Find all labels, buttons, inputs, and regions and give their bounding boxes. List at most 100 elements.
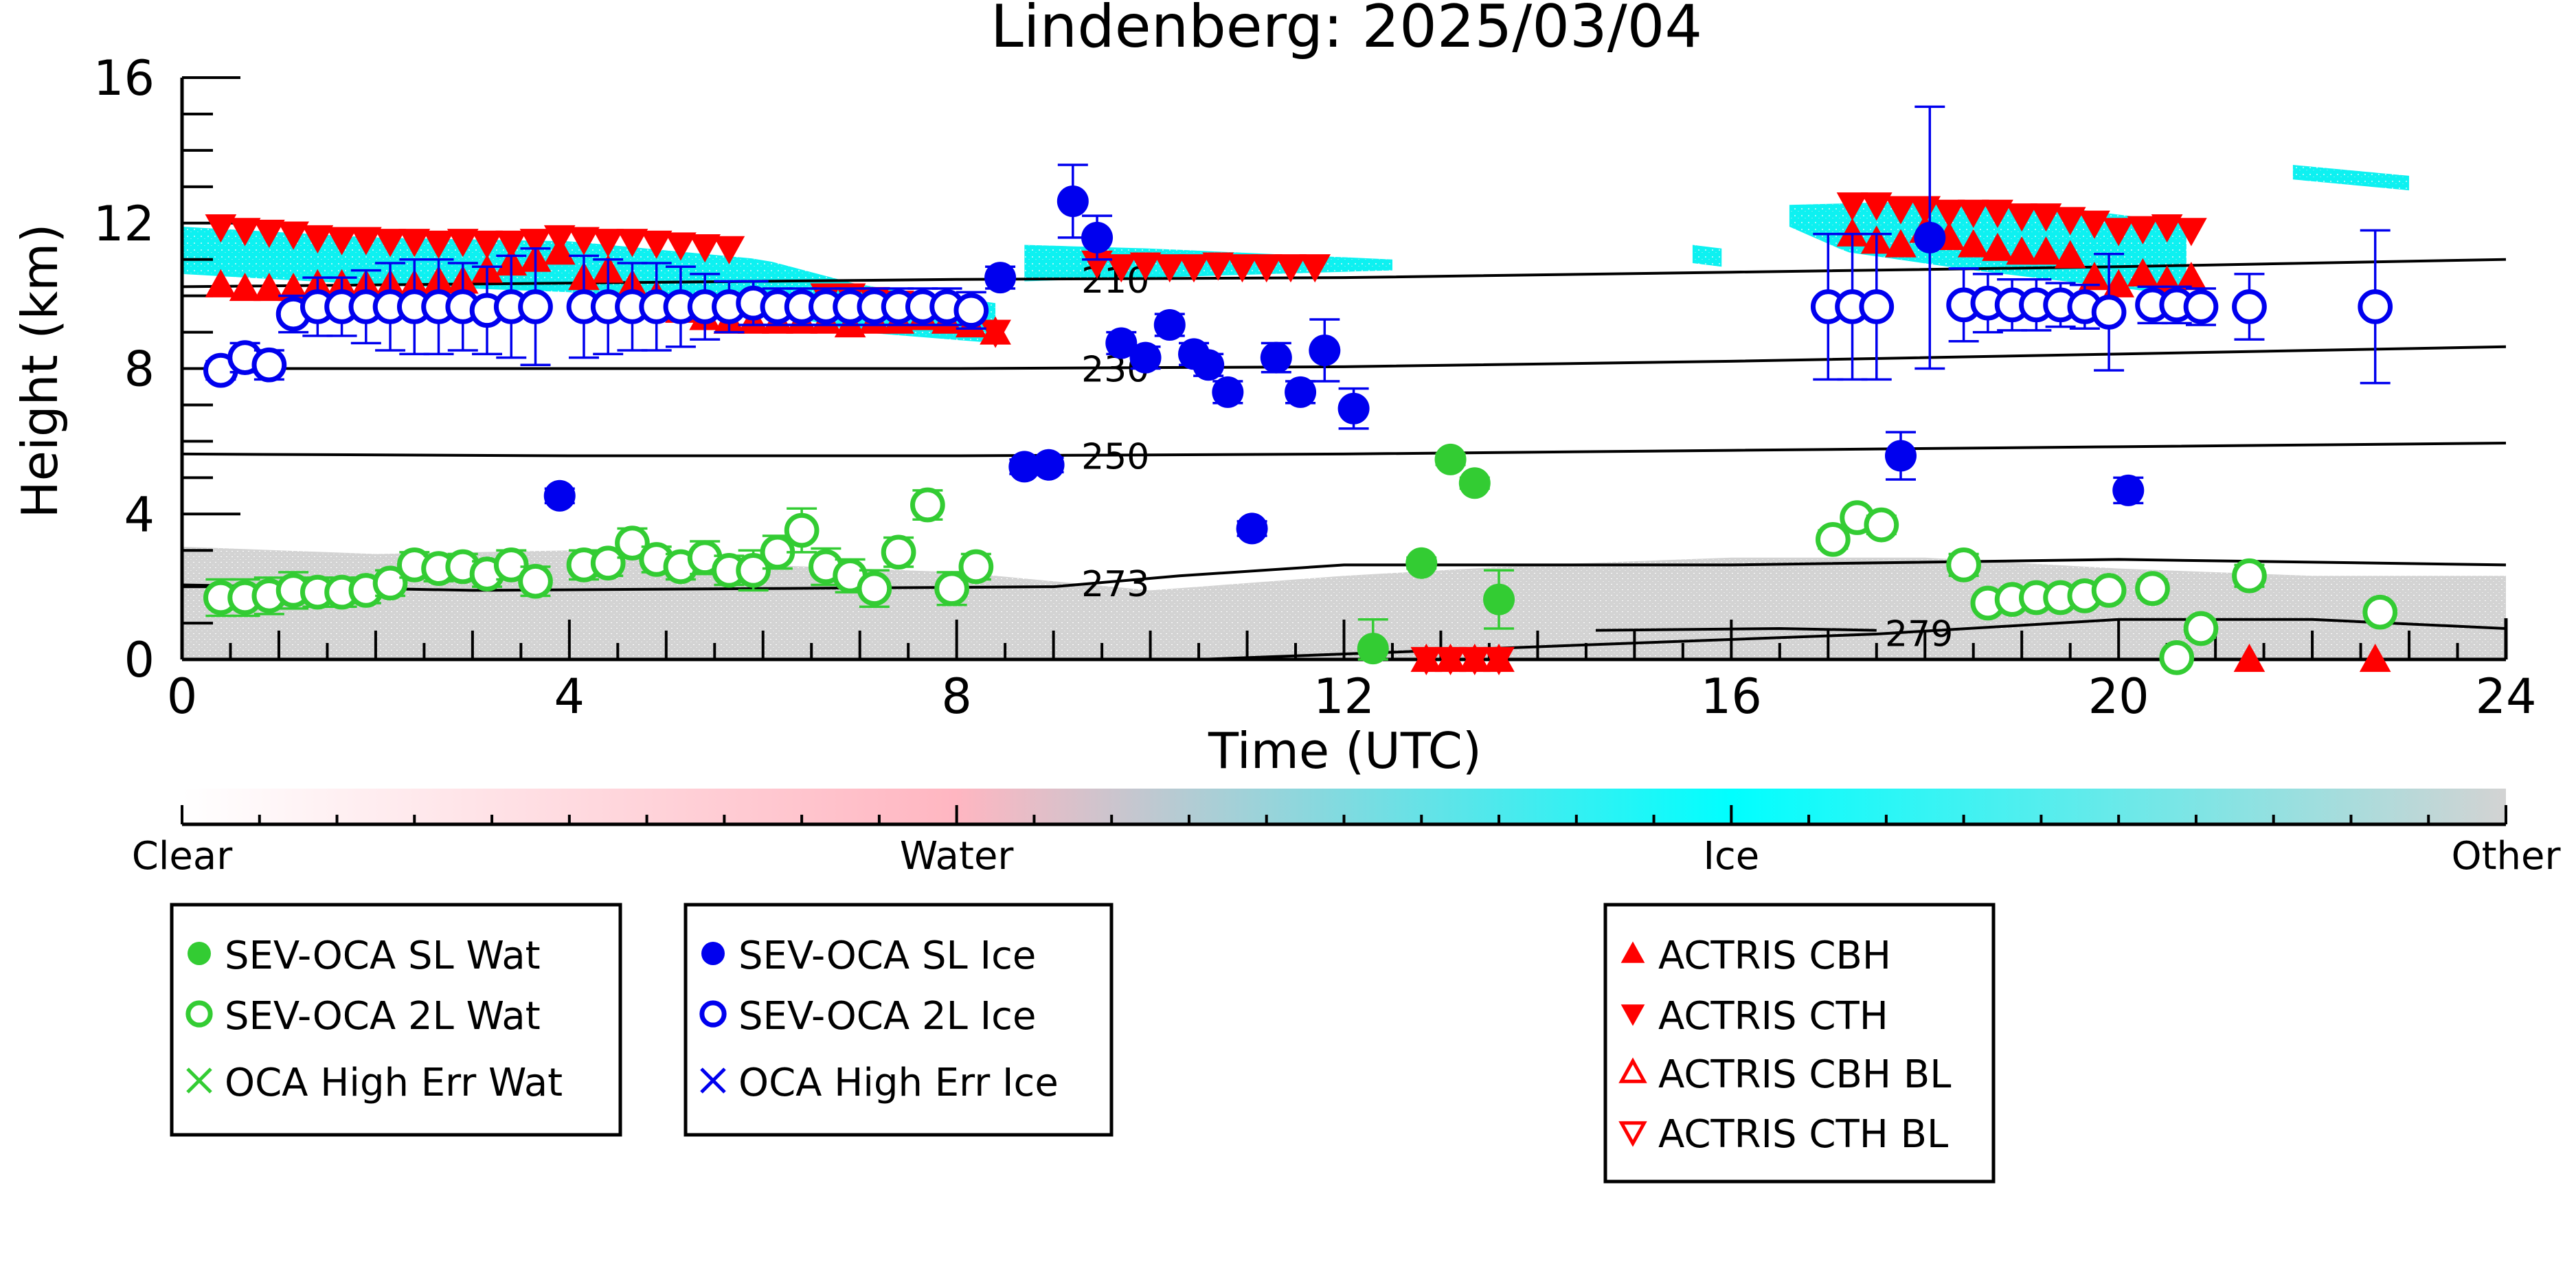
data-point — [1434, 646, 1467, 676]
data-point — [857, 571, 892, 607]
data-point — [2359, 643, 2391, 673]
data-point — [519, 229, 552, 258]
data-point — [1982, 232, 2013, 261]
colorbar-label: Clear — [132, 834, 233, 879]
series-sev-oca-sl-ice — [543, 105, 2145, 545]
y-tick-label: 8 — [124, 341, 155, 398]
data-point — [302, 225, 334, 253]
data-point — [1309, 335, 1341, 367]
data-point — [1236, 512, 1268, 545]
data-point — [447, 229, 479, 258]
legends: SEV-OCA SL Wat SEV-OCA 2L Wat OCA High Err… — [170, 903, 1996, 1184]
data-point — [2232, 558, 2267, 594]
data-point — [1885, 440, 1917, 472]
series-sev-oca-2l-wat — [203, 487, 2398, 675]
data-point — [2079, 210, 2110, 239]
data-point — [326, 227, 358, 256]
legend-marker — [185, 1000, 213, 1028]
x-tick-label: 16 — [1701, 668, 1762, 725]
data-point — [229, 273, 261, 302]
data-point — [2079, 262, 2110, 291]
data-point — [934, 571, 969, 607]
legend-marker — [1620, 1004, 1645, 1026]
data-point — [1410, 646, 1443, 676]
legend-entry: SEV-OCA SL Ice — [738, 934, 1036, 978]
data-point — [1405, 547, 1438, 579]
colorbar-label: Water — [900, 834, 1015, 879]
series-sev-oca-sl-wat — [1357, 443, 1515, 665]
data-point — [592, 229, 624, 258]
data-point — [2030, 236, 2062, 265]
data-point — [1885, 196, 1917, 225]
legend-entry: ACTRIS CTH — [1658, 994, 1888, 1039]
data-point — [2183, 611, 2219, 646]
data-point — [1483, 646, 1515, 676]
axes: 0 4 8 12 16 20 24 0 4 8 12 16 — [93, 50, 2537, 725]
data-point — [1178, 254, 1210, 283]
legend-frame — [1603, 903, 1996, 1184]
data-point — [1212, 376, 1244, 408]
data-point — [2127, 216, 2159, 245]
data-point — [229, 218, 261, 247]
contour-line — [181, 258, 2507, 289]
data-point — [493, 547, 529, 583]
data-point — [2103, 269, 2135, 297]
data-point — [1153, 254, 1186, 283]
data-point — [1193, 349, 1225, 381]
data-point — [2030, 203, 2062, 232]
data-point — [1860, 192, 1893, 221]
legend-marker — [186, 1067, 212, 1094]
series-sev-oca-2l-ice — [203, 229, 2393, 388]
data-point — [616, 229, 648, 258]
legend-entry: ACTRIS CTH BL — [1658, 1112, 1948, 1157]
data-point — [568, 227, 600, 256]
contour-line — [181, 558, 2507, 592]
data-point — [984, 262, 1017, 294]
x-tick-label: 4 — [554, 668, 585, 725]
data-point — [1982, 199, 2013, 228]
legend-entry: ACTRIS CBH BL — [1658, 1052, 1951, 1097]
data-point — [1202, 252, 1234, 281]
data-point — [2091, 573, 2127, 608]
data-point — [251, 347, 287, 383]
legend-frame — [683, 903, 1114, 1137]
y-tick-label: 16 — [93, 50, 155, 106]
legend-marker — [701, 942, 725, 965]
data-point — [1008, 451, 1041, 483]
data-point — [1836, 192, 1868, 221]
data-point — [372, 565, 408, 601]
legend-marker — [188, 942, 211, 965]
data-point — [2159, 640, 2195, 675]
y-tick-label: 4 — [124, 486, 155, 543]
data-point — [2183, 289, 2219, 324]
data-point — [1032, 449, 1065, 481]
legend-box-3: ACTRIS CBH ACTRIS CTH ACTRIS CBH BL ACTRIS … — [1603, 903, 1996, 1184]
data-point — [2006, 203, 2038, 232]
data-point — [205, 214, 237, 243]
data-point — [278, 221, 309, 250]
data-point — [1859, 289, 1895, 324]
legend-entry: SEV-OCA 2L Wat — [225, 994, 541, 1039]
data-point — [2112, 474, 2145, 506]
x-tick-label: 0 — [167, 668, 198, 725]
legend-entry: SEV-OCA SL Wat — [225, 934, 541, 978]
data-point — [2054, 207, 2086, 236]
data-point — [1434, 443, 1467, 475]
data-point — [1357, 633, 1389, 665]
data-point — [1337, 392, 1370, 425]
data-point — [422, 230, 455, 259]
data-point — [1081, 221, 1114, 253]
data-point — [1105, 327, 1138, 359]
classification-colorbar: Clear Water Ice Other — [132, 789, 2561, 879]
data-point — [665, 232, 697, 261]
legend-marker — [1620, 941, 1645, 963]
data-point — [910, 487, 945, 523]
data-point — [253, 219, 285, 249]
contour-label: 273 — [1081, 564, 1149, 605]
data-point — [1864, 507, 1899, 543]
contour-label: 279 — [1885, 613, 1953, 655]
chart-title: Lindenberg: 2025/03/04 — [991, 0, 1702, 61]
data-point — [2091, 295, 2127, 330]
ice-cloud-region — [2292, 165, 2410, 191]
